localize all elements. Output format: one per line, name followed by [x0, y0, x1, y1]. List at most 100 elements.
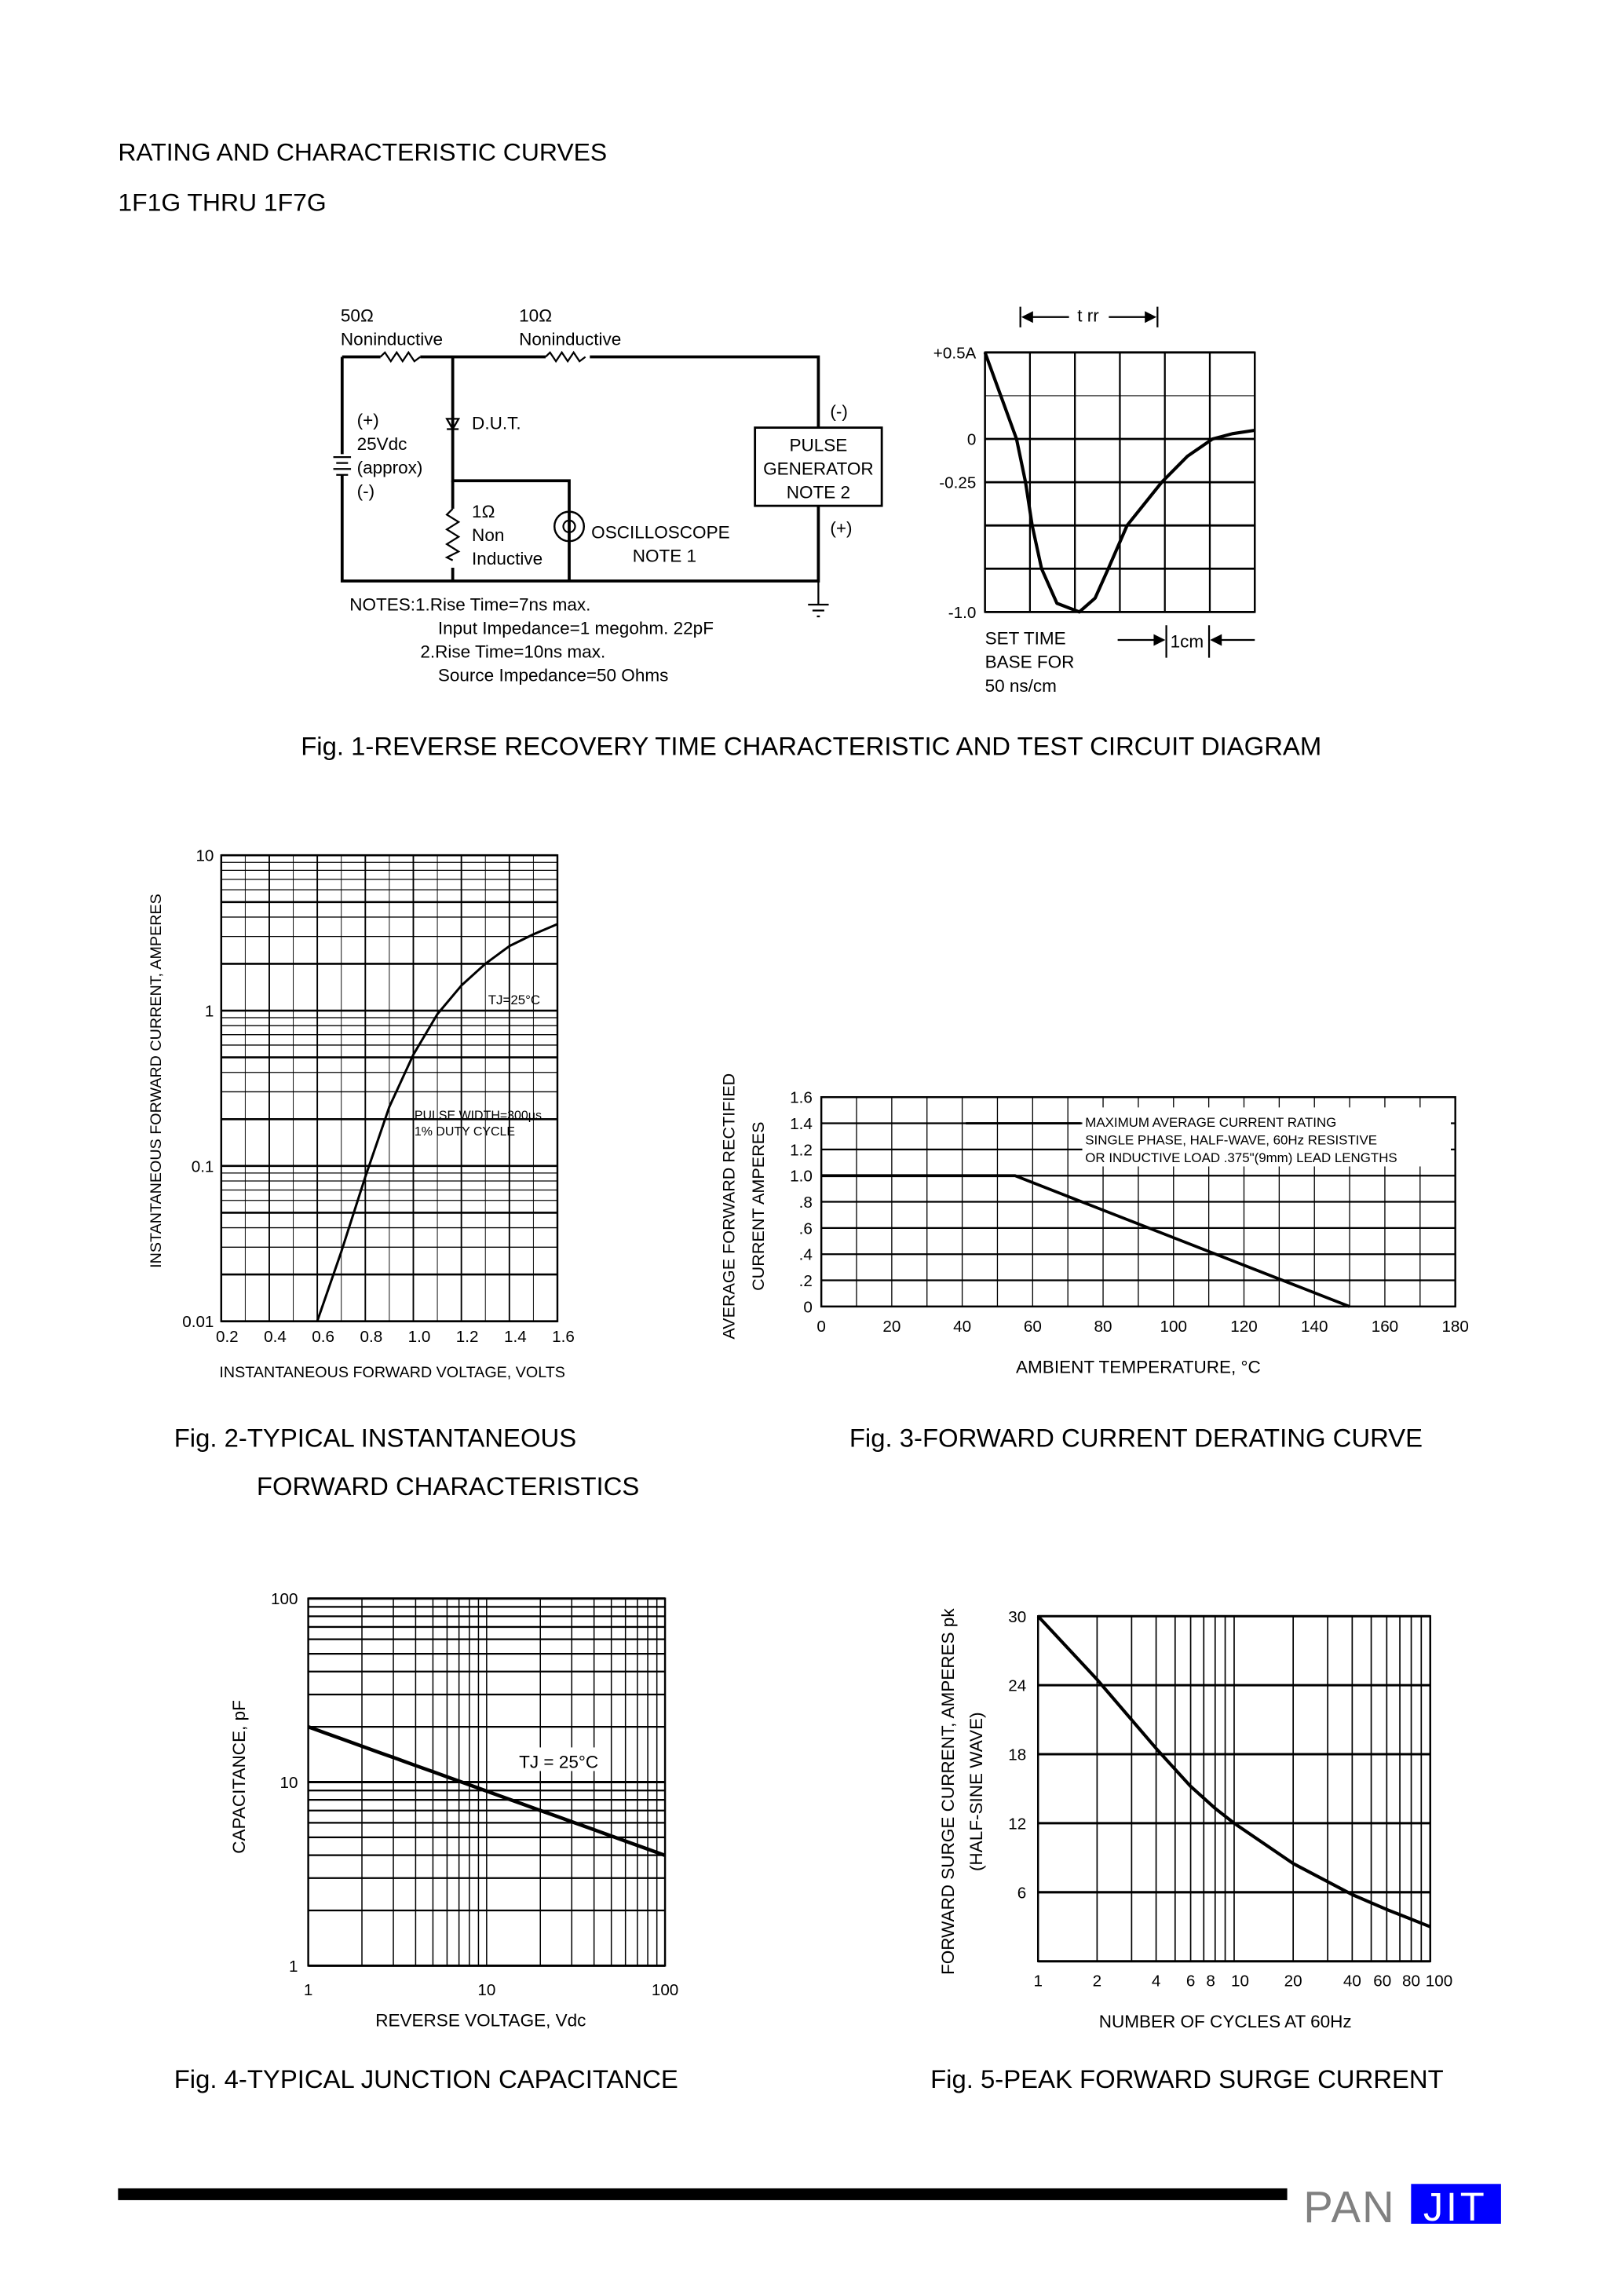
- pulse-generator-box: [754, 426, 883, 507]
- scale-1cm-label: 1cm: [1171, 631, 1204, 651]
- fig3-y-tick-label: .2: [799, 1272, 813, 1290]
- oscilloscope-note: NOTE 1: [633, 547, 696, 566]
- fig5-x-tick-label: 8: [1206, 1972, 1215, 1991]
- dut-label: D.U.T.: [472, 413, 521, 433]
- fig3-annotation-1: MAXIMUM AVERAGE CURRENT RATING: [1085, 1115, 1336, 1130]
- fig4-xlabel: REVERSE VOLTAGE, Vdc: [375, 2010, 586, 2030]
- wire-dut: [451, 356, 571, 581]
- r2-type: Noninductive: [519, 329, 621, 349]
- reverse-recovery-waveform: t rr 1cm SET TIME BASE FOR 50 ns/cm +0.5…: [933, 305, 1256, 696]
- fig3-derating-chart: AVERAGE FORWARD RECTIFIED CURRENT AMPERE…: [718, 1073, 1469, 1377]
- fig3-annotation-2: SINGLE PHASE, HALF-WAVE, 60Hz RESISTIVE: [1085, 1132, 1377, 1147]
- fig4-tj-annotation: TJ = 25°C: [519, 1753, 598, 1772]
- fig5-x-tick-label: 40: [1343, 1972, 1361, 1991]
- resistor-10ohm-icon: [545, 350, 586, 364]
- logo-pan: PAN: [1303, 2182, 1395, 2232]
- note-2b: Source Impedance=50 Ohms: [438, 666, 669, 686]
- fig3-x-tick-label: 160: [1372, 1318, 1398, 1336]
- fig5-y-tick-label: 12: [1008, 1815, 1026, 1833]
- r1-value: 50Ω: [341, 305, 374, 325]
- fig5-x-tick-label: 6: [1186, 1972, 1195, 1991]
- fig1-tick-label: -1.0: [948, 604, 977, 622]
- fig5-xlabel: NUMBER OF CYCLES AT 60Hz: [1099, 2012, 1352, 2031]
- fig5-ylabel-line1: FORWARD SURGE CURRENT, AMPERES pk: [938, 1608, 958, 1975]
- note-2: 2.Rise Time=10ns max.: [420, 642, 605, 662]
- data-curve: [821, 1174, 1350, 1308]
- page-title: RATING AND CHARACTERISTIC CURVES: [118, 138, 607, 166]
- fig3-y-tick-label: 1.4: [790, 1115, 813, 1133]
- fig3-y-tick-label: .6: [799, 1219, 813, 1238]
- fig2-x-tick-label: 1.6: [552, 1328, 575, 1346]
- fig5-y-tick-label: 18: [1008, 1746, 1026, 1764]
- fig2-forward-characteristics-chart: INSTANTANEOUS FORWARD CURRENT, AMPERES I…: [148, 847, 575, 1381]
- footer-rule: [118, 2188, 1288, 2200]
- fig2-x-tick-label: 1.2: [456, 1328, 479, 1346]
- fig3-xlabel: AMBIENT TEMPERATURE, °C: [1016, 1357, 1261, 1377]
- fig3-y-tick-label: 1.0: [790, 1168, 813, 1186]
- resistor-1ohm-icon: [444, 508, 461, 561]
- fig2-y-tick-label: 10: [195, 847, 214, 865]
- fig3-x-tick-label: 60: [1024, 1318, 1042, 1336]
- fig5-x-tick-label: 100: [1426, 1972, 1452, 1991]
- r2-value: 10Ω: [519, 305, 552, 325]
- fig3-y-tick-label: .8: [799, 1194, 813, 1212]
- fig1-tick-label: +0.5A: [933, 344, 977, 362]
- fig2-y-tick-label: 1: [205, 1003, 214, 1021]
- supply-approx: (approx): [357, 458, 423, 477]
- fig4-x-tick-label: 1: [304, 1981, 312, 1999]
- fig3-x-tick-label: 180: [1441, 1318, 1468, 1336]
- set-time-line2: BASE FOR: [985, 653, 1075, 672]
- resistor-50ohm-icon: [379, 350, 422, 364]
- panjit-logo: PAN JIT: [1303, 2182, 1501, 2232]
- trr-label: t rr: [1077, 305, 1099, 325]
- fig2-x-tick-label: 0.8: [360, 1328, 382, 1346]
- wire-left-bottom: [340, 356, 820, 583]
- diode-icon: [445, 418, 461, 431]
- fig2-y-tick-label: 0.1: [192, 1157, 214, 1175]
- fig3-x-tick-label: 20: [882, 1318, 901, 1336]
- plot-frame: [1036, 1615, 1431, 1962]
- test-circuit-diagram: 50Ω Noninductive 10Ω Noninductive (+) 25…: [333, 305, 883, 686]
- fig4-y-tick-label: 10: [279, 1774, 298, 1792]
- r3-value: 1Ω: [472, 502, 495, 521]
- fig2-tj-annotation: TJ=25°C: [488, 993, 540, 1007]
- supply-minus: (-): [357, 481, 375, 501]
- r3-type-2: Inductive: [472, 549, 542, 569]
- oscilloscope-icon: [553, 510, 586, 543]
- note-1b: Input Impedance=1 megohm. 22pF: [438, 619, 714, 638]
- fig2-ylabel: INSTANTANEOUS FORWARD CURRENT, AMPERES: [148, 894, 165, 1268]
- fig3-ylabel-line1: AVERAGE FORWARD RECTIFIED: [718, 1073, 738, 1340]
- fig2-x-tick-label: 0.4: [264, 1328, 287, 1346]
- logo-jit: JIT: [1423, 2184, 1488, 2229]
- fig5-x-tick-label: 80: [1402, 1972, 1420, 1991]
- r3-type-1: Non: [472, 525, 504, 545]
- part-range: 1F1G THRU 1F7G: [118, 188, 326, 217]
- r1-type: Noninductive: [341, 329, 443, 349]
- fig1-tick-label: -0.25: [939, 474, 976, 492]
- data-curve: [983, 352, 1255, 614]
- fig5-x-tick-label: 60: [1373, 1972, 1391, 1991]
- plot-frame: [820, 1095, 1456, 1308]
- fig4-capacitance-chart: CAPACITANCE, pF REVERSE VOLTAGE, Vdc TJ …: [229, 1590, 678, 2030]
- fig4-x-tick-label: 10: [477, 1981, 495, 1999]
- fig3-x-tick-label: 80: [1094, 1318, 1112, 1336]
- fig2-x-tick-label: 1.0: [408, 1328, 431, 1346]
- fig3-caption: Fig. 3-FORWARD CURRENT DERATING CURVE: [849, 1423, 1423, 1452]
- fig1-tick-label: 0: [967, 431, 976, 449]
- set-time-line1: SET TIME: [985, 629, 1066, 649]
- fig2-pulse-annotation: PULSE WIDTH=300μs: [415, 1109, 542, 1122]
- generator-minus: (-): [830, 401, 848, 421]
- fig4-ylabel: CAPACITANCE, pF: [229, 1700, 249, 1854]
- supply-plus: (+): [357, 411, 379, 430]
- supply-voltage: 25Vdc: [357, 434, 407, 454]
- data-curve: [316, 923, 558, 1322]
- fig3-x-tick-label: 100: [1160, 1318, 1187, 1336]
- plot-frame: [984, 351, 1256, 613]
- data-curve: [307, 1724, 666, 1857]
- wire-top: [342, 355, 820, 428]
- fig3-x-tick-label: 120: [1230, 1318, 1257, 1336]
- fig5-caption: Fig. 5-PEAK FORWARD SURGE CURRENT: [930, 2064, 1444, 2093]
- fig3-y-tick-label: 1.6: [790, 1089, 813, 1107]
- fig2-caption-line2: FORWARD CHARACTERISTICS: [257, 1472, 639, 1501]
- fig4-annotation-bg: [513, 1747, 605, 1771]
